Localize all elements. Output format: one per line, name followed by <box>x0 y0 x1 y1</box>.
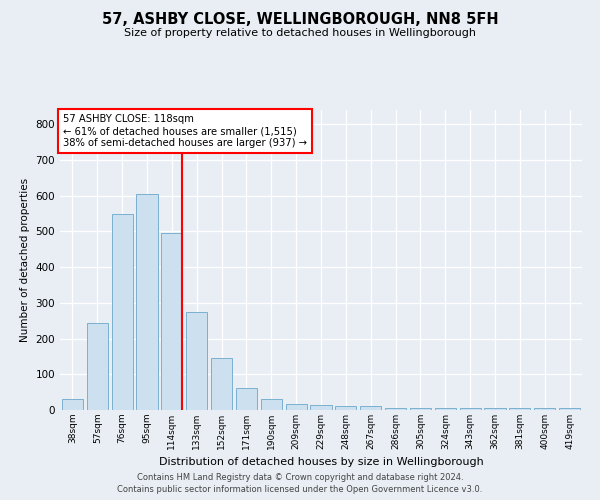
Text: Contains HM Land Registry data © Crown copyright and database right 2024.: Contains HM Land Registry data © Crown c… <box>137 472 463 482</box>
Bar <box>360 406 381 410</box>
Bar <box>211 358 232 410</box>
Bar <box>286 404 307 410</box>
Bar <box>385 408 406 410</box>
Bar <box>559 408 580 410</box>
Bar <box>435 408 456 410</box>
Text: 57 ASHBY CLOSE: 118sqm
← 61% of detached houses are smaller (1,515)
38% of semi-: 57 ASHBY CLOSE: 118sqm ← 61% of detached… <box>62 114 307 148</box>
Bar <box>410 408 431 410</box>
Text: 57, ASHBY CLOSE, WELLINGBOROUGH, NN8 5FH: 57, ASHBY CLOSE, WELLINGBOROUGH, NN8 5FH <box>101 12 499 28</box>
Bar <box>236 388 257 410</box>
Bar <box>509 408 530 410</box>
Bar <box>136 194 158 410</box>
Bar <box>534 408 555 410</box>
Text: Contains public sector information licensed under the Open Government Licence v3: Contains public sector information licen… <box>118 485 482 494</box>
Bar <box>460 408 481 410</box>
Text: Size of property relative to detached houses in Wellingborough: Size of property relative to detached ho… <box>124 28 476 38</box>
Bar <box>62 400 83 410</box>
Bar <box>186 312 207 410</box>
Y-axis label: Number of detached properties: Number of detached properties <box>20 178 30 342</box>
Bar <box>161 233 182 410</box>
Bar <box>310 404 332 410</box>
Bar <box>484 408 506 410</box>
Bar <box>335 406 356 410</box>
X-axis label: Distribution of detached houses by size in Wellingborough: Distribution of detached houses by size … <box>158 458 484 468</box>
Bar <box>112 214 133 410</box>
Bar <box>261 400 282 410</box>
Bar <box>87 322 108 410</box>
